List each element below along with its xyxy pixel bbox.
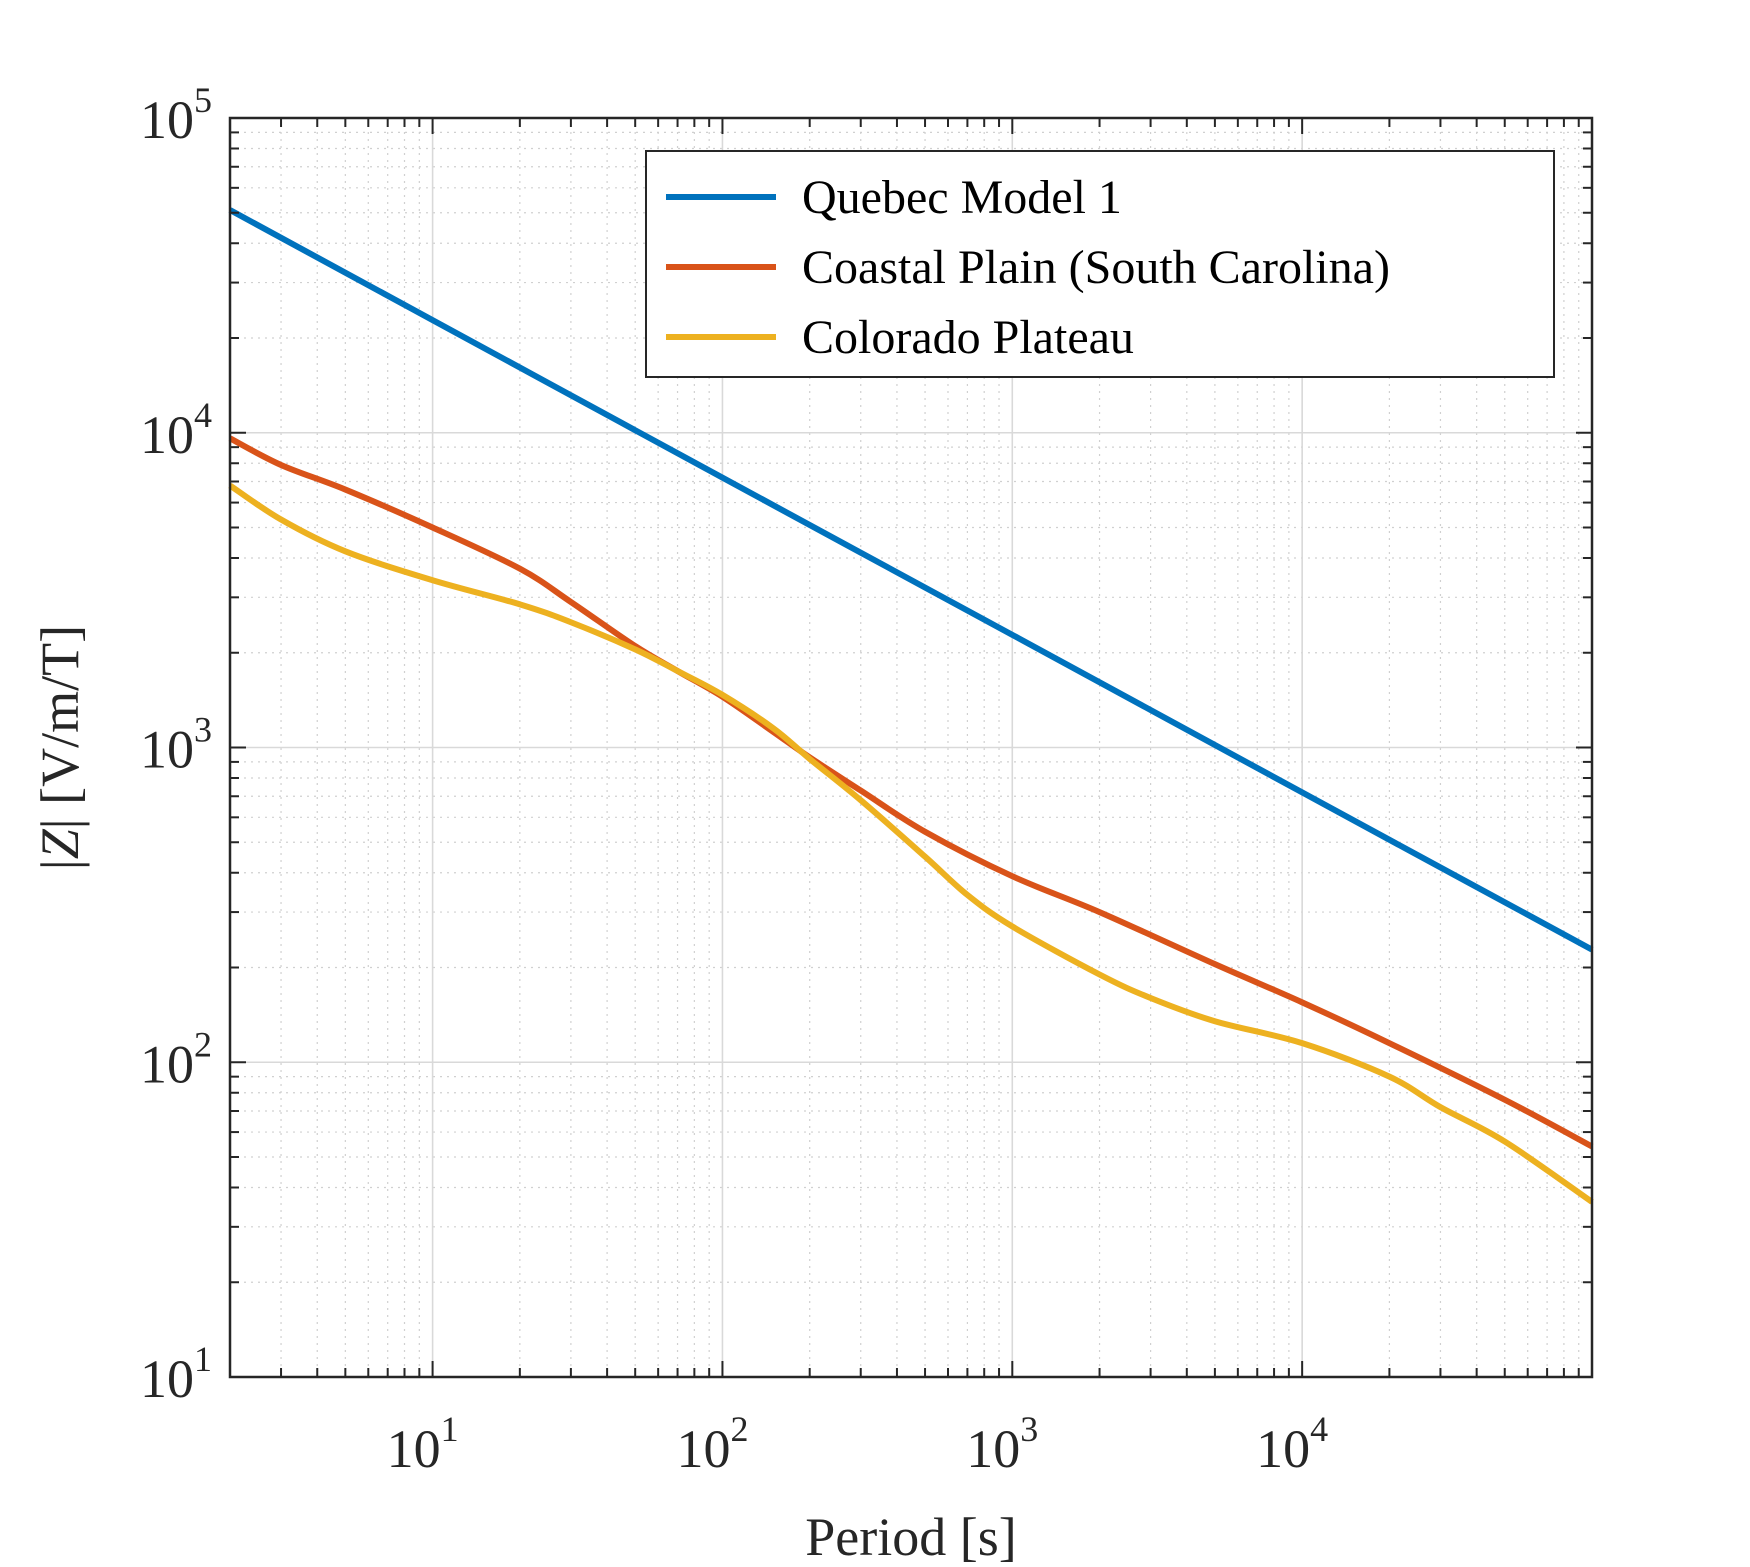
x-tick-labels: 101 102 103 104 [387, 1409, 1329, 1479]
y-tick-label-base: 10 [140, 1349, 194, 1409]
y-tick-label: 102 [140, 1024, 212, 1094]
y-tick-label-base: 10 [140, 405, 194, 465]
legend: Quebec Model 1 Coastal Plain (South Carol… [645, 150, 1555, 378]
y-tick-label-exponent: 3 [194, 710, 212, 750]
y-axis-label-suffix: | [V/m/T] [30, 625, 90, 829]
axes-ticks [229, 117, 1593, 1378]
y-tick-label-exponent: 2 [194, 1024, 212, 1064]
x-axis-label: Period [s] [805, 1507, 1016, 1567]
plot-frame [228, 116, 1594, 1379]
x-tick-label-base: 10 [966, 1419, 1020, 1479]
legend-entry-quebec-model-1: Quebec Model 1 [666, 171, 1122, 224]
x-tick-label: 103 [966, 1409, 1038, 1479]
y-axis-label-symbol: Z [30, 828, 90, 859]
x-tick-label-exponent: 3 [1020, 1409, 1038, 1449]
series-line-quebec-model-1 [228, 207, 1594, 953]
y-axis-label-prefix: | [30, 859, 90, 870]
x-tick-label: 101 [387, 1409, 459, 1479]
y-tick-label: 103 [140, 710, 212, 780]
x-tick-label-base: 10 [387, 1419, 441, 1479]
legend-label: Quebec Model 1 [802, 171, 1122, 224]
x-tick-label-exponent: 2 [730, 1409, 748, 1449]
legend-box [645, 150, 1555, 378]
legend-label: Colorado Plateau [802, 311, 1134, 364]
x-tick-label: 104 [1256, 1409, 1328, 1479]
y-tick-label-exponent: 5 [194, 80, 212, 120]
x-tick-label-exponent: 4 [1310, 1409, 1328, 1449]
y-tick-label: 101 [140, 1339, 212, 1409]
y-tick-label-base: 10 [140, 90, 194, 150]
x-tick-label-base: 10 [1256, 1419, 1310, 1479]
y-tick-label: 105 [140, 80, 212, 150]
series-lines [228, 207, 1594, 1205]
x-tick-label: 102 [676, 1409, 748, 1479]
y-axis-label: |Z| [V/m/T] [30, 625, 90, 870]
y-tick-label: 104 [140, 395, 212, 465]
legend-entry-coastal-plain-south-carolina: Coastal Plain (South Carolina) [666, 241, 1390, 294]
legend-entries: Quebec Model 1 Coastal Plain (South Carol… [666, 171, 1390, 364]
y-tick-label-exponent: 1 [194, 1339, 212, 1379]
series-line-colorado-plateau [228, 482, 1594, 1205]
x-tick-label-base: 10 [676, 1419, 730, 1479]
legend-entry-colorado-plateau: Colorado Plateau [666, 311, 1134, 364]
y-tick-label-base: 10 [140, 1034, 194, 1094]
svg-text:|Z| [V/m/T]: |Z| [V/m/T] [30, 625, 90, 870]
x-tick-label-exponent: 1 [441, 1409, 459, 1449]
y-tick-label-base: 10 [140, 720, 194, 780]
legend-label: Coastal Plain (South Carolina) [802, 241, 1390, 294]
y-tick-label-exponent: 4 [194, 395, 212, 435]
